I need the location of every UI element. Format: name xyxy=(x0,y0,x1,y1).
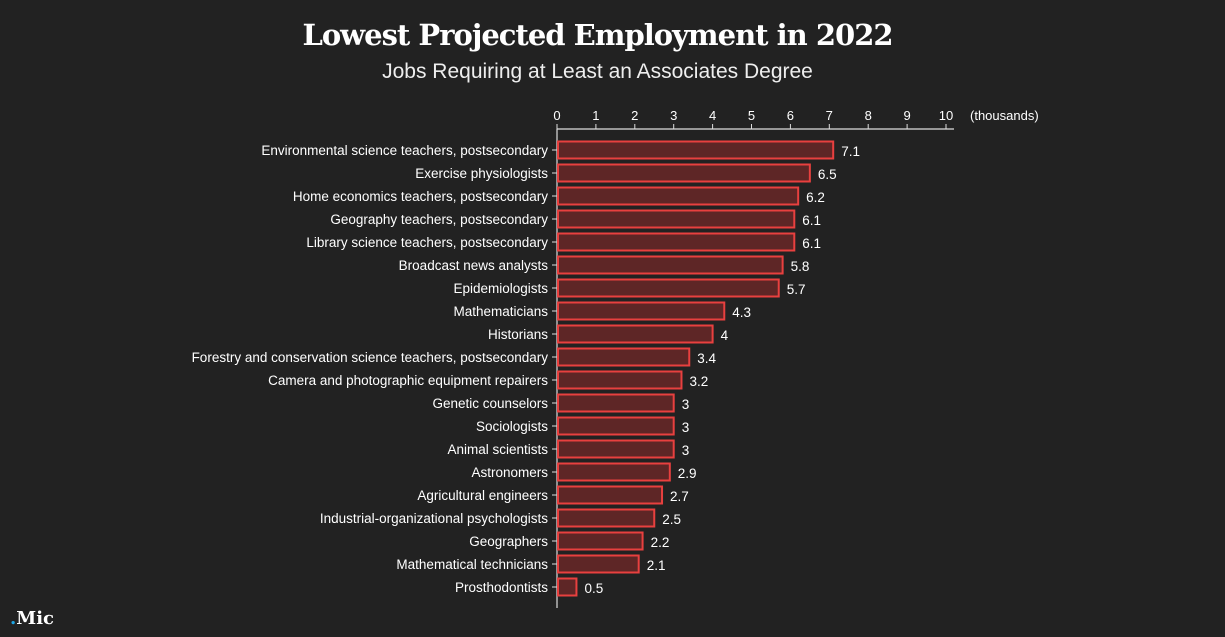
category-label: Home economics teachers, postsecondary xyxy=(293,189,548,204)
category-label: Sociologists xyxy=(476,419,548,434)
bar xyxy=(557,140,835,160)
data-label: 3.4 xyxy=(697,351,716,366)
category-label: Camera and photographic equipment repair… xyxy=(268,373,548,388)
data-label: 6.5 xyxy=(818,167,837,182)
bar xyxy=(557,577,578,597)
data-label: 4 xyxy=(721,328,729,343)
bar xyxy=(557,531,644,551)
bar xyxy=(557,278,780,298)
data-label: 7.1 xyxy=(841,144,860,159)
data-label: 4.3 xyxy=(732,305,751,320)
data-label: 6.1 xyxy=(802,236,821,251)
bar xyxy=(557,508,656,528)
category-label: Environmental science teachers, postseco… xyxy=(261,143,548,158)
bar xyxy=(557,554,640,574)
category-label: Broadcast news analysts xyxy=(399,258,549,273)
category-label: Mathematical technicians xyxy=(396,557,548,572)
bar xyxy=(557,370,683,390)
bar xyxy=(557,163,811,183)
bar xyxy=(557,347,691,367)
category-label: Forestry and conservation science teache… xyxy=(192,350,549,365)
data-label: 3 xyxy=(682,420,690,435)
category-label: Astronomers xyxy=(471,465,548,480)
data-label: 5.7 xyxy=(787,282,806,297)
data-label: 3.2 xyxy=(689,374,708,389)
data-label: 5.8 xyxy=(791,259,810,274)
bar xyxy=(557,232,796,252)
category-label: Mathematicians xyxy=(453,304,548,319)
x-tick-label: 7 xyxy=(826,108,833,123)
bar xyxy=(557,416,675,436)
bar xyxy=(557,301,726,321)
bar xyxy=(557,462,671,482)
category-label: Animal scientists xyxy=(447,442,548,457)
category-label: Prosthodontists xyxy=(455,580,548,595)
data-label: 0.5 xyxy=(584,581,603,596)
bar xyxy=(557,324,714,344)
data-label: 3 xyxy=(682,397,690,412)
data-label: 2.2 xyxy=(651,535,670,550)
chart-subtitle: Jobs Requiring at Least an Associates De… xyxy=(382,60,813,83)
x-tick-label: 6 xyxy=(787,108,794,123)
x-tick-label: 4 xyxy=(709,108,716,123)
category-label: Genetic counselors xyxy=(432,396,548,411)
bar xyxy=(557,393,675,413)
bar xyxy=(557,439,675,459)
x-tick-label: 3 xyxy=(670,108,677,123)
data-label: 3 xyxy=(682,443,690,458)
data-label: 2.1 xyxy=(647,558,666,573)
x-tick-label: 10 xyxy=(939,108,953,123)
category-label: Epidemiologists xyxy=(453,281,548,296)
x-tick-label: 1 xyxy=(592,108,599,123)
bar xyxy=(557,485,664,505)
mic-logo: .Mic xyxy=(10,608,54,629)
category-label: Historians xyxy=(488,327,548,342)
data-label: 2.9 xyxy=(678,466,697,481)
category-label: Geographers xyxy=(469,534,548,549)
x-tick-label: 0 xyxy=(553,108,560,123)
chart-title: Lowest Projected Employment in 2022 xyxy=(302,18,893,52)
logo-dot: . xyxy=(10,608,17,629)
category-label: Library science teachers, postsecondary xyxy=(306,235,548,250)
category-label: Exercise physiologists xyxy=(415,166,548,181)
bar xyxy=(557,209,796,229)
category-label: Geography teachers, postsecondary xyxy=(330,212,548,227)
data-label: 2.5 xyxy=(662,512,681,527)
data-label: 6.2 xyxy=(806,190,825,205)
x-tick-label: 5 xyxy=(748,108,755,123)
logo-text: Mic xyxy=(16,608,55,629)
x-tick-label: 2 xyxy=(631,108,638,123)
data-label: 6.1 xyxy=(802,213,821,228)
bar xyxy=(557,186,800,206)
x-axis-label: (thousands) xyxy=(970,108,1039,123)
data-label: 2.7 xyxy=(670,489,689,504)
category-label: Industrial-organizational psychologists xyxy=(320,511,548,526)
x-tick-label: 8 xyxy=(865,108,872,123)
category-label: Agricultural engineers xyxy=(417,488,548,503)
bar xyxy=(557,255,784,275)
x-tick-label: 9 xyxy=(903,108,910,123)
